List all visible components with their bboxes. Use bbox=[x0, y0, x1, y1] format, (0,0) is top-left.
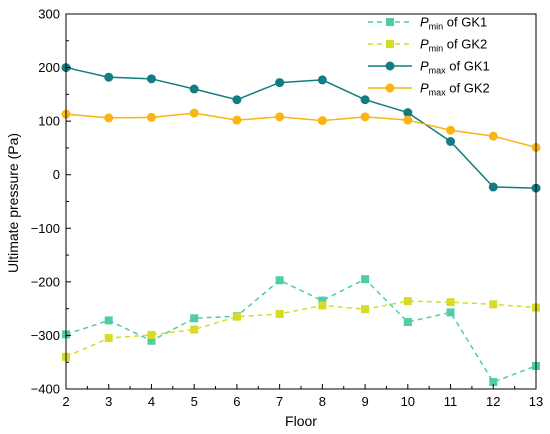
data-point bbox=[403, 108, 413, 118]
data-point bbox=[189, 108, 199, 118]
legend-marker bbox=[386, 40, 394, 48]
x-tick-label: 6 bbox=[233, 394, 240, 409]
y-tick-label: −400 bbox=[31, 382, 60, 397]
legend-entry-4: Pmax of GK2 bbox=[368, 81, 490, 98]
series-3 bbox=[61, 63, 541, 193]
series-line bbox=[65, 300, 537, 358]
y-tick-label: −100 bbox=[31, 221, 60, 236]
data-point bbox=[318, 301, 327, 310]
data-point bbox=[146, 74, 156, 84]
data-point bbox=[275, 276, 284, 285]
y-tick-label: 0 bbox=[53, 167, 60, 182]
data-point bbox=[403, 318, 412, 327]
data-point bbox=[360, 112, 370, 122]
data-point bbox=[446, 298, 455, 307]
series-line bbox=[65, 278, 537, 383]
data-point bbox=[360, 95, 370, 105]
legend-marker bbox=[385, 83, 395, 93]
legend-marker bbox=[385, 61, 395, 71]
data-point bbox=[318, 296, 327, 305]
y-tick-label: −300 bbox=[31, 328, 60, 343]
x-tick-label: 11 bbox=[444, 394, 458, 409]
legend-label: Pmax of GK1 bbox=[420, 59, 490, 76]
y-tick-label: 200 bbox=[38, 60, 60, 75]
data-point bbox=[317, 75, 327, 85]
data-point bbox=[403, 297, 412, 306]
x-tick-label: 2 bbox=[62, 394, 69, 409]
series-4 bbox=[61, 108, 541, 152]
data-point bbox=[104, 113, 114, 123]
series-line bbox=[65, 112, 537, 149]
data-point bbox=[275, 78, 285, 88]
legend-entry-1: Pmin of GK1 bbox=[368, 15, 487, 32]
data-point bbox=[488, 182, 498, 192]
data-point bbox=[146, 112, 156, 122]
y-tick-label: 100 bbox=[38, 114, 60, 129]
legend-marker bbox=[386, 18, 394, 26]
data-point bbox=[232, 115, 242, 125]
y-tick-label: 300 bbox=[38, 7, 60, 22]
data-point bbox=[489, 378, 498, 387]
series-2 bbox=[62, 297, 540, 361]
legend-entry-2: Pmin of GK2 bbox=[368, 37, 487, 54]
x-tick-label: 12 bbox=[486, 394, 500, 409]
data-point bbox=[190, 314, 199, 323]
x-tick-label: 8 bbox=[319, 394, 326, 409]
x-tick-label: 10 bbox=[401, 394, 415, 409]
data-point bbox=[104, 316, 113, 325]
series-1 bbox=[62, 275, 540, 387]
x-tick-label: 4 bbox=[148, 394, 155, 409]
data-point bbox=[446, 125, 456, 135]
data-point bbox=[317, 116, 327, 126]
data-point bbox=[446, 137, 456, 146]
data-point bbox=[275, 112, 285, 122]
data-point bbox=[488, 131, 498, 141]
legend: Pmin of GK1 Pmin of GK2 Pmax of GK1 Pmax of… bbox=[368, 15, 490, 98]
data-point bbox=[232, 312, 241, 321]
data-point bbox=[361, 305, 370, 314]
legend-entry-3: Pmax of GK1 bbox=[368, 59, 490, 76]
x-tick-label: 5 bbox=[191, 394, 198, 409]
data-point bbox=[361, 275, 370, 284]
x-tick-label: 13 bbox=[529, 394, 543, 409]
x-axis-title: Floor bbox=[285, 413, 317, 429]
y-tick-label: −200 bbox=[31, 274, 60, 289]
data-point bbox=[275, 310, 284, 318]
data-point bbox=[446, 308, 455, 317]
data-point bbox=[147, 330, 156, 339]
y-axis-title: Ultimate pressure (Pa) bbox=[5, 133, 21, 273]
legend-label: Pmin of GK2 bbox=[420, 37, 487, 54]
data-point bbox=[403, 115, 413, 125]
series-line bbox=[65, 66, 537, 189]
x-tick-label: 3 bbox=[105, 394, 112, 409]
data-point bbox=[232, 95, 242, 105]
data-point bbox=[489, 300, 498, 309]
data-point bbox=[190, 325, 199, 334]
data-point bbox=[147, 336, 156, 345]
legend-label: Pmin of GK1 bbox=[420, 15, 487, 32]
axes: 2 3 4 5 6 7 8 9 10 11 12 13 −400 −300 −200 −100 0 100 200 3… bbox=[31, 7, 544, 410]
x-tick-label: 7 bbox=[276, 394, 283, 409]
data-point bbox=[104, 334, 113, 343]
series-group bbox=[61, 63, 541, 387]
legend-label: Pmax of GK2 bbox=[420, 81, 490, 98]
data-point bbox=[189, 84, 199, 94]
x-tick-label: 9 bbox=[361, 394, 368, 409]
data-point bbox=[104, 72, 114, 82]
